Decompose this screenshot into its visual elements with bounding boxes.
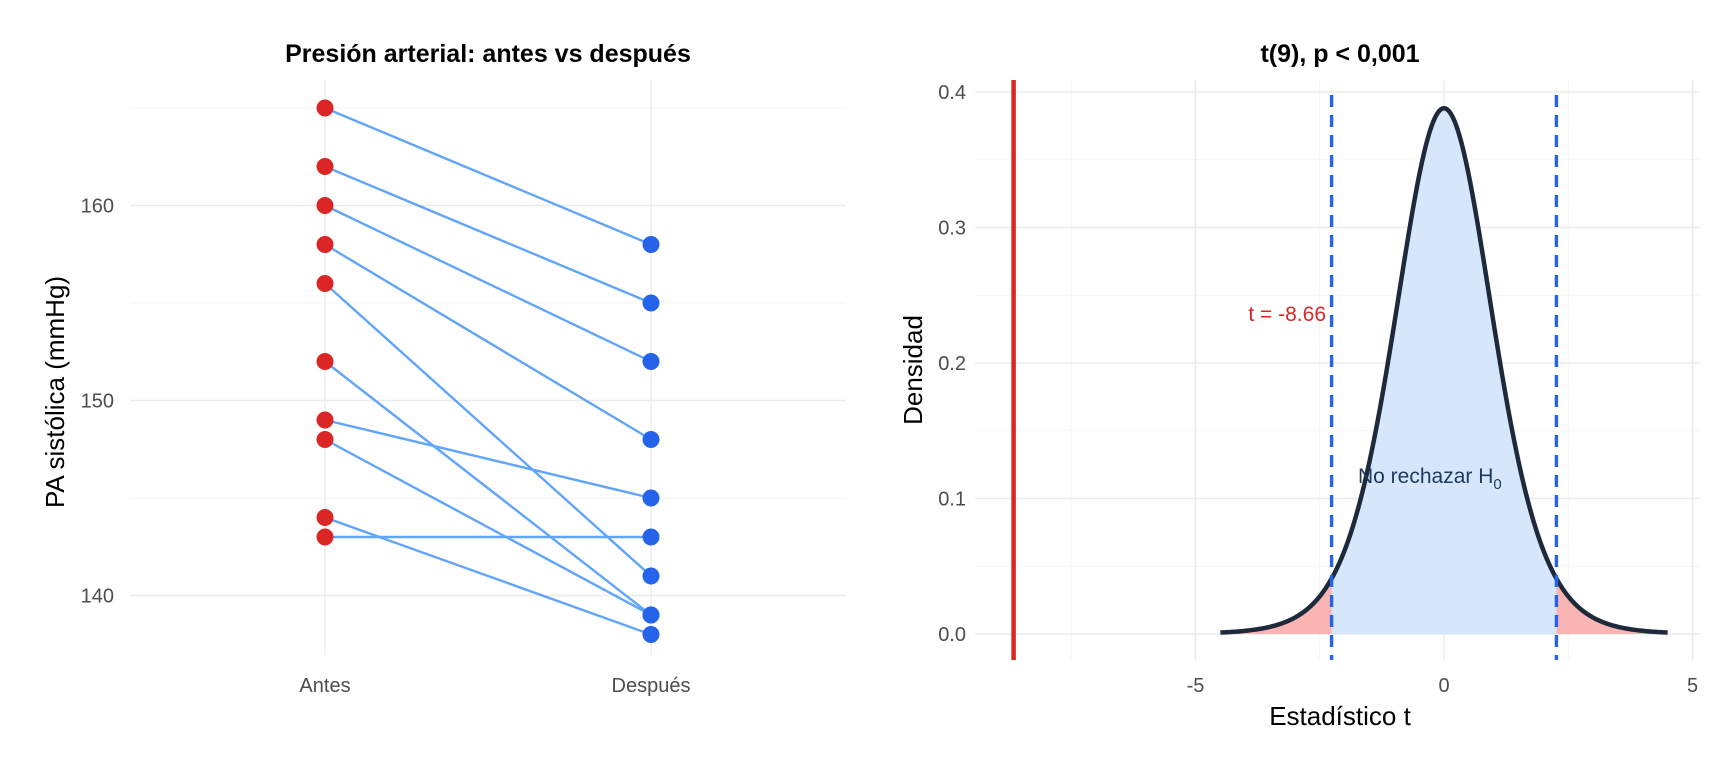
pair-connector-line xyxy=(324,165,652,305)
y-tick-label: 150 xyxy=(81,391,114,413)
paired-plot-points xyxy=(316,99,660,643)
pair-connector-line xyxy=(324,243,652,441)
antes-point xyxy=(316,99,334,117)
despues-point xyxy=(642,236,660,253)
t-distribution-y-axis-title: Densidad xyxy=(898,315,928,425)
pair-connector-line xyxy=(324,418,652,500)
region-label: No rechazar H0 xyxy=(1358,465,1502,493)
antes-point xyxy=(316,509,334,526)
despues-point xyxy=(642,431,660,448)
t-distribution-y-ticks: 0.0 0.1 0.2 0.3 0.4 xyxy=(938,82,966,646)
t-distribution-panel: t(9), p < 0,001 0.0 0.1 0.2 0.3 0.4 -5 0 5 t =… xyxy=(898,40,1700,731)
region-label-text: No rechazar H xyxy=(1358,465,1493,488)
y-tick-label: 0.4 xyxy=(938,82,966,104)
pair-connector-line xyxy=(324,204,652,363)
y-tick-label: 0.3 xyxy=(938,218,966,240)
pair-connector-line xyxy=(324,106,652,246)
antes-point xyxy=(316,431,334,448)
pair-connector-line xyxy=(324,282,652,577)
paired-plot-y-ticks: 140 150 160 xyxy=(81,196,114,608)
pair-connector-line xyxy=(324,360,652,616)
y-tick-label: 140 xyxy=(81,586,114,608)
y-tick-label: 160 xyxy=(81,196,114,218)
paired-plot-grid xyxy=(130,80,846,655)
x-tick-label: -5 xyxy=(1187,675,1205,697)
x-tick-label: 0 xyxy=(1438,675,1449,697)
acceptance-region-area xyxy=(1331,108,1557,634)
despues-point xyxy=(642,567,660,585)
antes-point xyxy=(316,411,334,429)
despues-point xyxy=(642,528,660,546)
despues-point xyxy=(642,353,660,370)
t-distribution-title: t(9), p < 0,001 xyxy=(1260,40,1419,68)
antes-point xyxy=(316,353,334,370)
paired-plot-y-axis-title: PA sistólica (mmHg) xyxy=(40,276,70,508)
paired-plot-connectors xyxy=(324,106,652,636)
despues-point xyxy=(642,606,660,624)
right-rejection-region-area xyxy=(1556,578,1668,634)
paired-plot-x-ticks: Antes Después xyxy=(299,675,690,697)
t-distribution-areas xyxy=(1220,108,1668,634)
antes-point xyxy=(316,236,334,253)
x-tick-label: 5 xyxy=(1687,675,1698,697)
despues-point xyxy=(642,489,660,507)
t-distribution-reference-lines xyxy=(1011,80,1559,660)
antes-point xyxy=(316,158,334,175)
despues-point xyxy=(642,294,660,312)
t-distribution-curve-group xyxy=(1219,105,1669,635)
region-label-subscript: 0 xyxy=(1493,476,1501,493)
y-tick-label: 0.2 xyxy=(938,353,966,375)
left-rejection-region-area xyxy=(1220,578,1332,634)
t-distribution-x-axis-title: Estadístico t xyxy=(1269,701,1411,731)
antes-point xyxy=(316,528,334,546)
pair-connector-line xyxy=(324,438,652,617)
t-distribution-x-ticks: -5 0 5 xyxy=(1187,675,1698,697)
density-curve xyxy=(1219,105,1669,635)
antes-point xyxy=(316,197,334,214)
y-tick-label: 0.0 xyxy=(938,624,966,646)
y-tick-label: 0.1 xyxy=(938,489,966,511)
paired-plot-title: Presión arterial: antes vs después xyxy=(285,40,691,68)
x-tick-label: Antes xyxy=(299,675,350,697)
antes-point xyxy=(316,275,334,292)
t-observed-label: t = -8.66 xyxy=(1248,303,1326,326)
paired-plot-panel: Presión arterial: antes vs después 140 15… xyxy=(40,40,846,697)
x-tick-label: Después xyxy=(612,675,691,697)
despues-point xyxy=(642,626,660,643)
